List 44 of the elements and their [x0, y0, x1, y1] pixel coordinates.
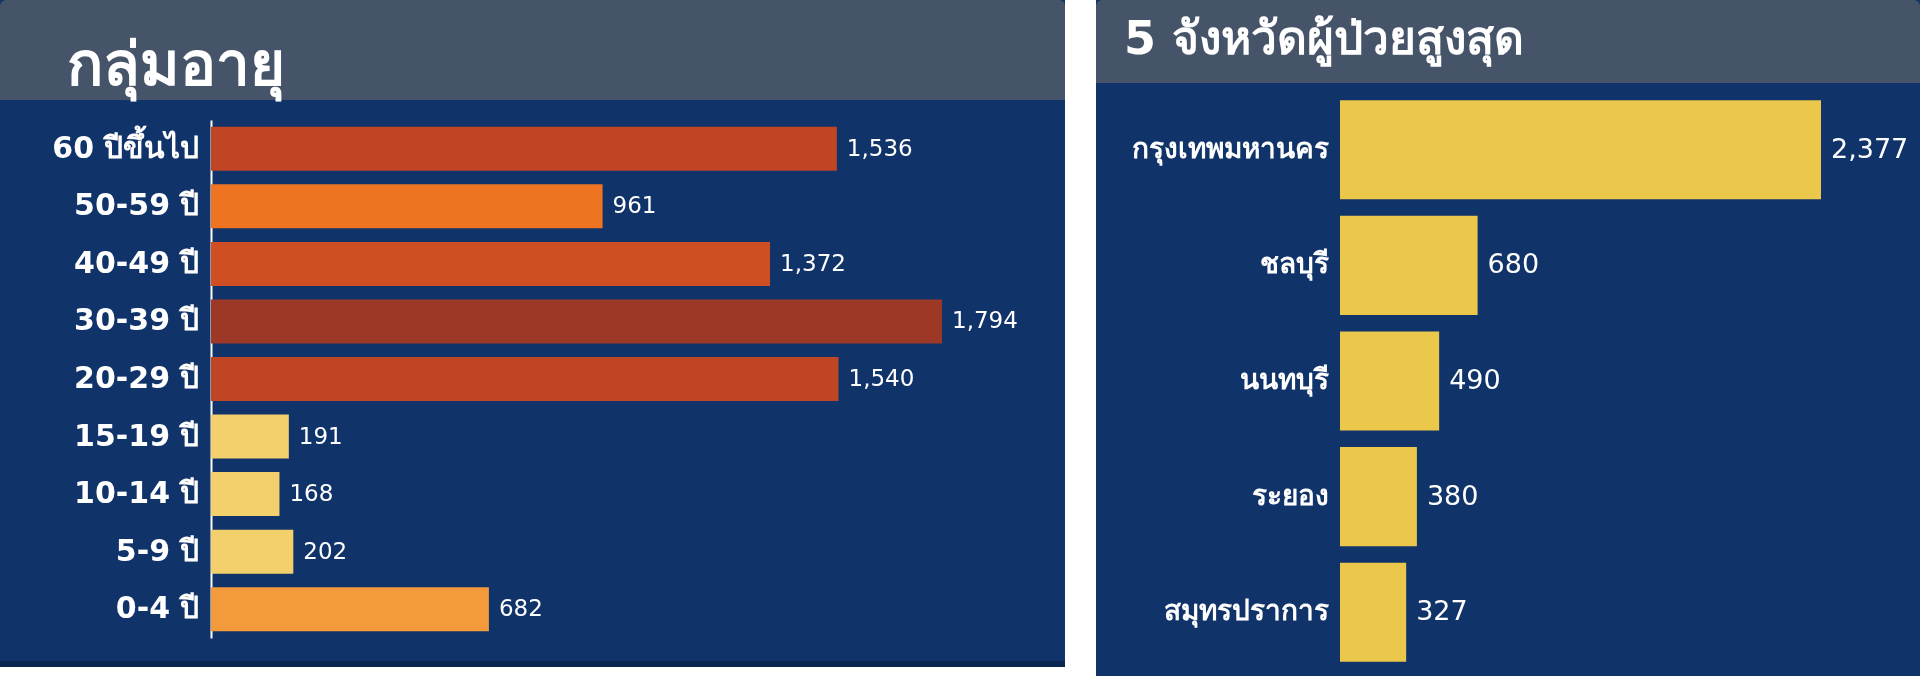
data-label: 202 [303, 537, 348, 564]
y-tick-label: ระยอง [1251, 478, 1329, 512]
bar [1340, 562, 1407, 662]
data-label: 961 [612, 192, 657, 219]
y-tick-label: 50-59 ปี [74, 187, 200, 223]
data-label: 2,377 [1831, 132, 1909, 164]
y-tick-label: 40-49 ปี [74, 244, 200, 280]
y-tick-label: 20-29 ปี [74, 360, 200, 395]
data-label: 380 [1426, 479, 1479, 511]
bar [211, 587, 489, 632]
y-tick-label: ชลบุรี [1259, 247, 1329, 282]
bar [1340, 100, 1821, 200]
bar [211, 357, 839, 401]
y-tick-label: 5-9 ปี [115, 532, 200, 568]
bar [211, 414, 289, 459]
bar [211, 299, 942, 344]
data-label: 680 [1487, 248, 1540, 280]
y-tick-label: 30-39 ปี [74, 302, 200, 338]
y-tick-label: 10-14 ปี [74, 475, 200, 511]
chart-title: กลุ่มอายุ [67, 29, 285, 102]
y-tick-label: 0-4 ปี [115, 590, 200, 626]
data-label: 1,536 [846, 134, 913, 161]
y-tick-label: นนทบุรี [1239, 363, 1329, 397]
data-label: 682 [498, 595, 543, 622]
y-tick-label: 60 ปีขึ้นไป [52, 124, 200, 165]
bar [211, 529, 294, 574]
y-tick-label: สมุทรปราการ [1163, 594, 1329, 629]
data-label: 1,794 [952, 307, 1018, 334]
data-label: 1,372 [780, 249, 846, 276]
bar [211, 184, 603, 229]
data-label: 490 [1449, 364, 1501, 395]
data-label: 168 [289, 480, 334, 507]
data-label: 191 [298, 422, 343, 449]
bar [211, 241, 771, 286]
y-tick-label: กรุงเทพมหานคร [1131, 131, 1329, 166]
bar [1340, 331, 1440, 431]
data-label: 1,540 [848, 365, 915, 391]
data-label: 327 [1416, 595, 1468, 627]
bar [1340, 215, 1478, 315]
chart-title: 5 จังหวัดผู้ป่วยสูงสุด [1124, 11, 1525, 67]
bar [1340, 447, 1417, 547]
bar [211, 472, 280, 517]
y-tick-label: 15-19 ปี [74, 417, 200, 453]
bar [211, 126, 837, 171]
